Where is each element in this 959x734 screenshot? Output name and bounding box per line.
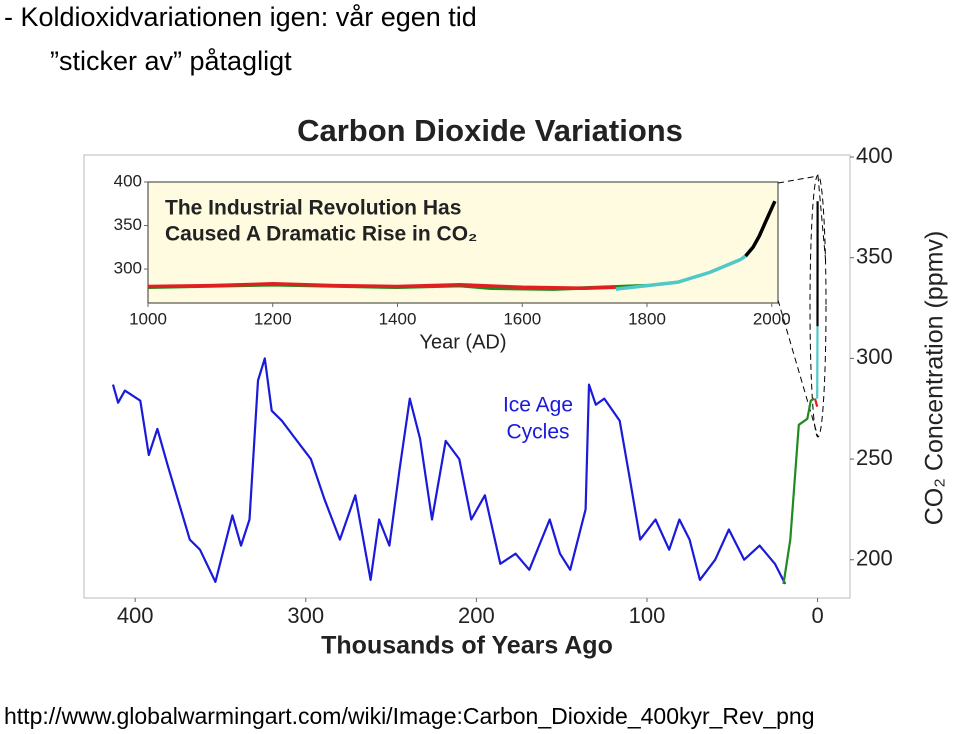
heading: ”sticker av” påtagligt: [50, 46, 292, 76]
chart-title: Carbon Dioxide Variations: [297, 113, 683, 148]
x-tick-label: 1400: [379, 309, 417, 328]
x-tick-label: 400: [117, 603, 154, 628]
y-tick-label: 300: [856, 344, 893, 369]
series-line: [615, 253, 748, 291]
series-line: [744, 200, 777, 258]
series-line: [111, 357, 787, 585]
x-tick-label: 200: [458, 603, 495, 628]
x-tick-label: 1800: [628, 309, 666, 328]
y-tick-label: 350: [114, 215, 142, 234]
y-tick-label: 300: [114, 259, 142, 278]
y-tick-label: 250: [856, 445, 893, 470]
y-tick-label: 350: [856, 244, 893, 269]
series-line: [813, 398, 819, 407]
x-tick-label: 1600: [503, 309, 541, 328]
x-tick-label: 1200: [254, 309, 292, 328]
annotation: Ice Age: [503, 394, 573, 417]
x-tick-label: 2000: [753, 309, 791, 328]
x-tick-label: 0: [811, 603, 823, 628]
series-line: [147, 282, 616, 290]
annotation: Cycles: [506, 421, 569, 444]
y-tick-label: 400: [856, 143, 893, 168]
zoom-lines: [777, 175, 827, 438]
x-axis-label: Thousands of Years Ago: [321, 632, 613, 660]
heading: - Koldioxidvariationen igen: vår egen ti…: [4, 2, 477, 32]
y-axis-label: CO₂ Concentration (ppmv): [921, 231, 949, 526]
zoom-ellipse: [809, 174, 827, 438]
x-axis-label: Year (AD): [419, 331, 506, 353]
y-tick-label: 200: [856, 546, 893, 571]
x-tick-label: 1000: [129, 309, 167, 328]
annotation: Caused A Dramatic Rise in CO₂: [165, 223, 477, 246]
series-line: [782, 397, 815, 585]
x-tick-label: 100: [629, 603, 666, 628]
annotation: The Industrial Revolution Has: [165, 197, 461, 220]
x-tick-label: 300: [287, 603, 324, 628]
source: http://www.globalwarmingart.com/wiki/Ima…: [4, 703, 815, 729]
y-tick-label: 400: [114, 171, 142, 190]
